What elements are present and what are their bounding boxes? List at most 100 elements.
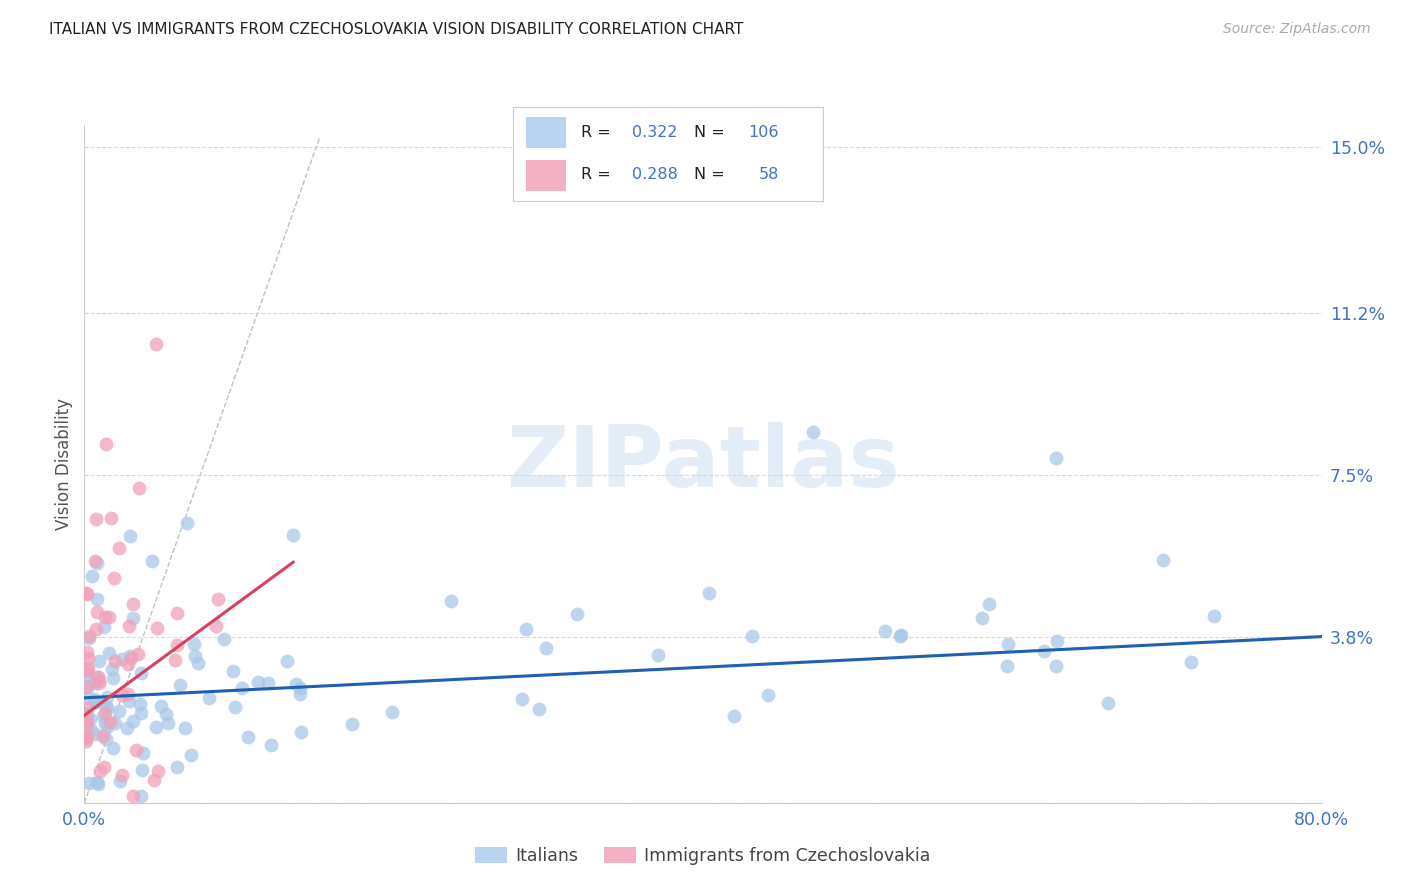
- Point: [146, 621, 169, 635]
- Point: [117, 657, 139, 672]
- Point: [118, 648, 141, 663]
- Point: [169, 678, 191, 692]
- Point: [756, 689, 779, 703]
- FancyBboxPatch shape: [526, 161, 565, 191]
- Point: [86, 592, 108, 607]
- Point: [205, 619, 228, 633]
- Point: [97, 646, 120, 660]
- Point: [183, 637, 205, 651]
- Point: [101, 741, 124, 756]
- Point: [76, 729, 98, 743]
- Point: [184, 648, 207, 663]
- Text: Source: ZipAtlas.com: Source: ZipAtlas.com: [1223, 22, 1371, 37]
- Point: [100, 662, 122, 676]
- Point: [89, 654, 111, 668]
- Point: [166, 760, 188, 774]
- Point: [120, 651, 142, 665]
- Point: [90, 818, 112, 832]
- Text: N =: N =: [695, 168, 730, 183]
- Point: [381, 705, 404, 719]
- Text: ZIPatlas: ZIPatlas: [506, 422, 900, 506]
- Point: [997, 637, 1019, 651]
- Point: [873, 624, 896, 638]
- Point: [149, 699, 172, 714]
- Point: [76, 713, 98, 727]
- Point: [111, 768, 134, 782]
- Point: [143, 772, 166, 787]
- Point: [75, 734, 97, 748]
- Point: [76, 716, 98, 731]
- Point: [129, 789, 152, 804]
- Point: [76, 680, 98, 694]
- Point: [567, 607, 589, 621]
- Point: [801, 425, 824, 440]
- Point: [129, 706, 152, 720]
- Point: [145, 336, 167, 351]
- Text: 106: 106: [748, 125, 779, 140]
- Point: [100, 510, 122, 524]
- Point: [128, 697, 150, 711]
- Point: [122, 610, 145, 624]
- Point: [165, 652, 187, 666]
- Point: [131, 763, 153, 777]
- Point: [723, 709, 745, 723]
- Point: [290, 681, 312, 696]
- Point: [440, 594, 463, 608]
- Point: [77, 628, 100, 642]
- Point: [104, 655, 127, 669]
- Point: [91, 709, 114, 723]
- Point: [94, 706, 117, 720]
- Point: [534, 641, 557, 656]
- Point: [87, 674, 110, 689]
- Point: [76, 706, 98, 721]
- Point: [96, 690, 118, 705]
- Point: [890, 627, 912, 641]
- Point: [75, 586, 97, 600]
- Point: [98, 715, 121, 730]
- Y-axis label: Vision Disability: Vision Disability: [55, 398, 73, 530]
- Point: [231, 681, 253, 695]
- Point: [176, 516, 198, 530]
- Point: [75, 707, 97, 722]
- Point: [1204, 608, 1226, 623]
- Point: [1045, 450, 1067, 465]
- Point: [84, 623, 107, 637]
- Point: [512, 692, 534, 706]
- Point: [222, 664, 245, 678]
- Point: [995, 658, 1018, 673]
- Point: [141, 811, 163, 825]
- Point: [96, 720, 118, 734]
- Point: [94, 716, 117, 731]
- Point: [86, 774, 108, 789]
- Point: [94, 610, 117, 624]
- Point: [76, 700, 98, 714]
- Point: [77, 631, 100, 645]
- Point: [741, 629, 763, 643]
- Point: [1152, 553, 1174, 567]
- Point: [1097, 697, 1119, 711]
- Text: 58: 58: [759, 168, 779, 183]
- Point: [1180, 655, 1202, 669]
- Point: [281, 528, 304, 542]
- Text: ITALIAN VS IMMIGRANTS FROM CZECHOSLOVAKIA VISION DISABILITY CORRELATION CHART: ITALIAN VS IMMIGRANTS FROM CZECHOSLOVAKI…: [49, 22, 744, 37]
- Point: [285, 677, 308, 691]
- Point: [77, 660, 100, 674]
- Point: [103, 571, 125, 585]
- Point: [76, 679, 98, 693]
- Legend: Italians, Immigrants from Czechoslovakia: Italians, Immigrants from Czechoslovakia: [468, 840, 938, 872]
- Point: [122, 597, 145, 611]
- Point: [118, 694, 141, 708]
- Point: [104, 715, 127, 730]
- Point: [212, 632, 235, 647]
- Point: [80, 723, 103, 737]
- Point: [117, 687, 139, 701]
- Point: [76, 644, 98, 658]
- Point: [83, 695, 105, 709]
- Point: [76, 587, 98, 601]
- Point: [96, 701, 118, 715]
- Point: [83, 691, 105, 706]
- Point: [155, 706, 177, 721]
- Point: [977, 597, 1000, 611]
- Point: [82, 568, 104, 582]
- Point: [515, 622, 537, 636]
